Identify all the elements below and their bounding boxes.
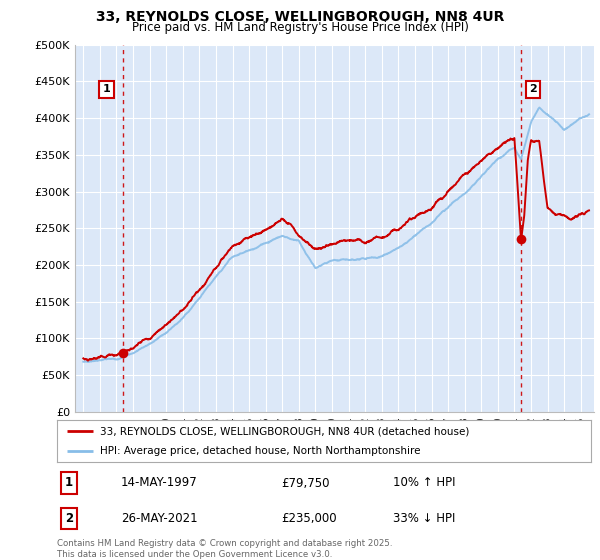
Text: HPI: Average price, detached house, North Northamptonshire: HPI: Average price, detached house, Nort… [100,446,420,456]
Text: 2: 2 [529,85,537,95]
Text: 33% ↓ HPI: 33% ↓ HPI [394,512,456,525]
Text: 1: 1 [103,85,110,95]
Text: 1: 1 [65,477,73,489]
Text: Contains HM Land Registry data © Crown copyright and database right 2025.
This d: Contains HM Land Registry data © Crown c… [57,539,392,559]
Text: 2: 2 [65,512,73,525]
Text: £79,750: £79,750 [281,477,330,489]
Text: 10% ↑ HPI: 10% ↑ HPI [394,477,456,489]
Text: Price paid vs. HM Land Registry's House Price Index (HPI): Price paid vs. HM Land Registry's House … [131,21,469,34]
Text: 14-MAY-1997: 14-MAY-1997 [121,477,198,489]
Text: 26-MAY-2021: 26-MAY-2021 [121,512,198,525]
Text: 33, REYNOLDS CLOSE, WELLINGBOROUGH, NN8 4UR: 33, REYNOLDS CLOSE, WELLINGBOROUGH, NN8 … [96,10,504,24]
Text: 33, REYNOLDS CLOSE, WELLINGBOROUGH, NN8 4UR (detached house): 33, REYNOLDS CLOSE, WELLINGBOROUGH, NN8 … [100,426,469,436]
Text: £235,000: £235,000 [281,512,337,525]
